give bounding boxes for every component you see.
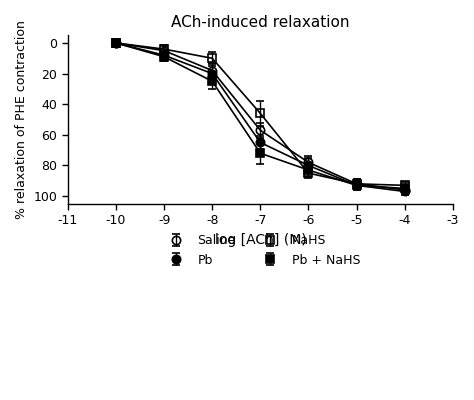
Y-axis label: % relaxation of PHE contraction: % relaxation of PHE contraction <box>15 20 28 219</box>
Title: ACh-induced relaxation: ACh-induced relaxation <box>171 15 350 30</box>
Legend: Saline, Pb, NaHS, Pb + NaHS: Saline, Pb, NaHS, Pb + NaHS <box>155 229 365 272</box>
X-axis label: log [ACh] (M): log [ACh] (M) <box>215 233 306 247</box>
